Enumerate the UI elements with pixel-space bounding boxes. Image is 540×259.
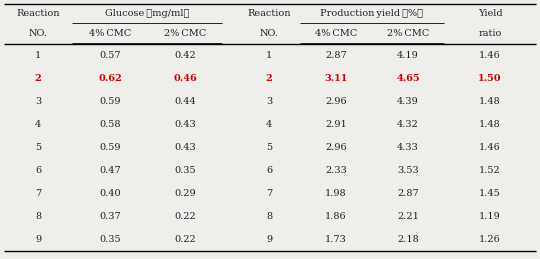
Text: 0.40: 0.40 [99,189,121,198]
Text: 7: 7 [35,189,41,198]
Text: 5: 5 [35,143,41,152]
Text: 4.33: 4.33 [397,143,419,152]
Text: 1: 1 [266,51,272,60]
Text: 4% CMC: 4% CMC [315,28,357,38]
Text: 2.96: 2.96 [325,143,347,152]
Text: 1.86: 1.86 [325,212,347,221]
Text: Reaction: Reaction [247,9,291,18]
Text: Glucose （mg/ml）: Glucose （mg/ml） [105,9,189,18]
Text: 3: 3 [266,97,272,106]
Text: 0.44: 0.44 [174,97,196,106]
Text: 1.98: 1.98 [325,189,347,198]
Text: 6: 6 [266,166,272,175]
Text: 0.57: 0.57 [99,51,121,60]
Text: Yield: Yield [478,9,502,18]
Text: 8: 8 [266,212,272,221]
Text: 4% CMC: 4% CMC [89,28,131,38]
Text: 1.26: 1.26 [479,235,501,244]
Text: 1.45: 1.45 [479,189,501,198]
Text: 4: 4 [35,120,41,129]
Text: 7: 7 [266,189,272,198]
Text: 4: 4 [266,120,272,129]
Text: 2.21: 2.21 [397,212,419,221]
Text: 0.62: 0.62 [98,74,122,83]
Text: 9: 9 [35,235,41,244]
Text: 2.87: 2.87 [397,189,419,198]
Text: 2% CMC: 2% CMC [387,28,429,38]
Text: 5: 5 [266,143,272,152]
Text: 0.47: 0.47 [99,166,121,175]
Text: 2.96: 2.96 [325,97,347,106]
Text: ratio: ratio [478,28,502,38]
Text: NO.: NO. [260,28,279,38]
Text: 1.52: 1.52 [479,166,501,175]
Text: 2% CMC: 2% CMC [164,28,206,38]
Text: 0.35: 0.35 [99,235,121,244]
Text: NO.: NO. [29,28,48,38]
Text: 0.43: 0.43 [174,120,196,129]
Text: 4.32: 4.32 [397,120,419,129]
Text: Production yield （%）: Production yield （%） [321,9,423,18]
Text: 0.29: 0.29 [174,189,196,198]
Text: 0.42: 0.42 [174,51,196,60]
Text: 9: 9 [266,235,272,244]
Text: 2: 2 [266,74,272,83]
Text: 0.37: 0.37 [99,212,121,221]
Text: 0.22: 0.22 [174,235,196,244]
Text: 2: 2 [35,74,42,83]
Text: 1.46: 1.46 [479,51,501,60]
Text: 2.18: 2.18 [397,235,419,244]
Text: 0.46: 0.46 [173,74,197,83]
Text: 1.48: 1.48 [479,97,501,106]
Text: 1.48: 1.48 [479,120,501,129]
Text: 0.59: 0.59 [99,143,121,152]
Text: 0.59: 0.59 [99,97,121,106]
Text: 3.11: 3.11 [325,74,348,83]
Text: 3.53: 3.53 [397,166,419,175]
Text: 0.58: 0.58 [99,120,121,129]
Text: 1.19: 1.19 [479,212,501,221]
Text: 0.22: 0.22 [174,212,196,221]
Text: 1.50: 1.50 [478,74,502,83]
Text: 0.43: 0.43 [174,143,196,152]
Text: 1.73: 1.73 [325,235,347,244]
Text: 2.33: 2.33 [325,166,347,175]
Text: 1.46: 1.46 [479,143,501,152]
Text: 6: 6 [35,166,41,175]
Text: 0.35: 0.35 [174,166,196,175]
Text: 4.19: 4.19 [397,51,419,60]
Text: 4.65: 4.65 [396,74,420,83]
Text: 2.87: 2.87 [325,51,347,60]
Text: 3: 3 [35,97,41,106]
Text: 2.91: 2.91 [325,120,347,129]
Text: 4.39: 4.39 [397,97,419,106]
Text: 1: 1 [35,51,41,60]
Text: 8: 8 [35,212,41,221]
Text: Reaction: Reaction [16,9,60,18]
